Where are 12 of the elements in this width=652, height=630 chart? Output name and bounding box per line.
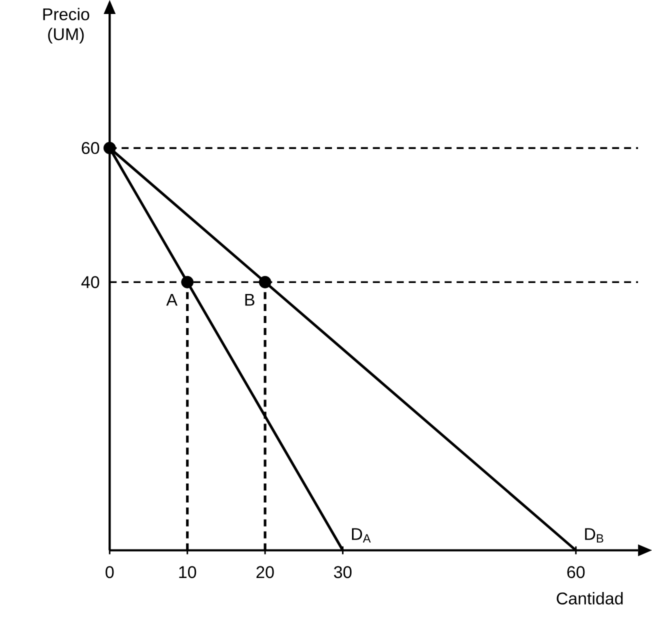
series-label: D$_{A}$ xyxy=(352,528,371,542)
series-label: D$_{B}$ xyxy=(585,528,604,542)
x-tick-label: 0 xyxy=(106,566,114,578)
y-tick-label: 40 xyxy=(81,276,100,288)
x-tick-label: 30 xyxy=(334,566,352,578)
x-tick-label: 10 xyxy=(179,566,196,578)
annotation: B xyxy=(245,294,254,306)
x-axis-title: Cantidad xyxy=(556,592,623,604)
x-tick-label: 60 xyxy=(567,566,585,578)
y-axis-title: Precio (UM) xyxy=(43,8,90,44)
x-tick-label: 20 xyxy=(256,566,274,578)
annotation: A xyxy=(166,294,178,306)
